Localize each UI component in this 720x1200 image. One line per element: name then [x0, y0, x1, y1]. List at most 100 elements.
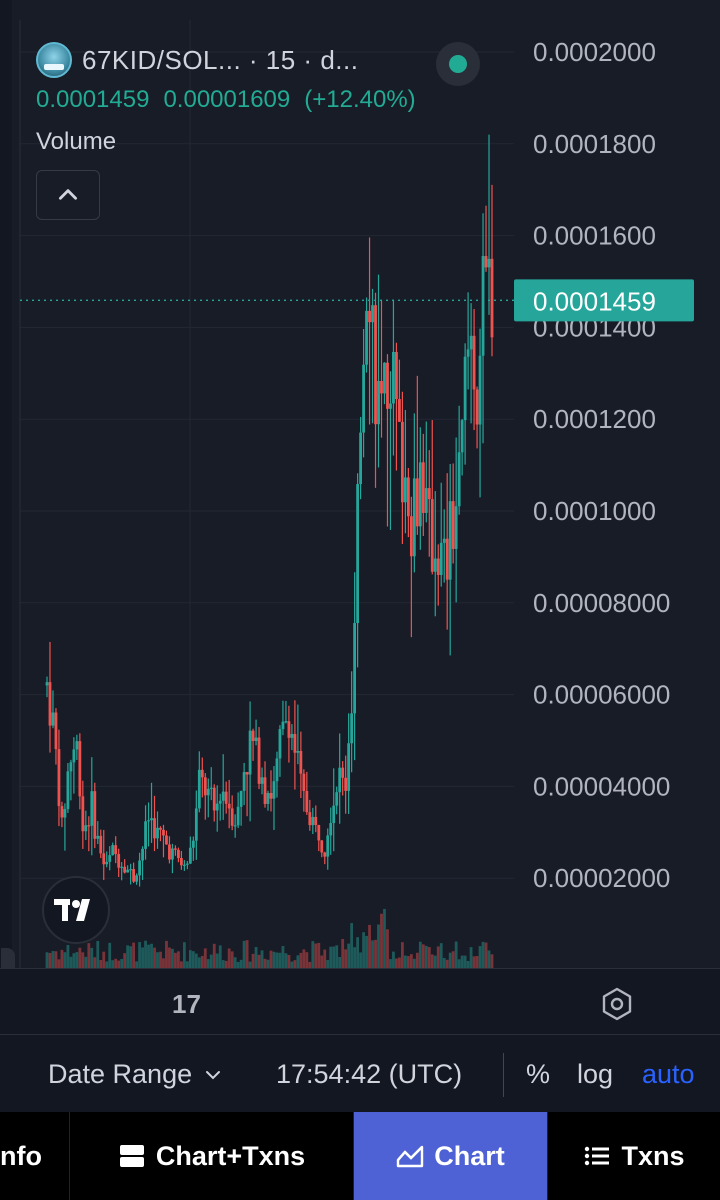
- candle-body: [338, 767, 342, 793]
- volume-bar: [117, 960, 121, 968]
- auto-scale-button[interactable]: auto: [642, 1059, 695, 1089]
- volume-bar: [108, 942, 112, 968]
- volume-bar: [99, 960, 103, 968]
- tradingview-logo-icon[interactable]: [42, 876, 110, 944]
- candle-body: [126, 869, 130, 873]
- candle-body: [374, 305, 377, 425]
- candle-body: [481, 256, 485, 356]
- candle-body: [60, 806, 64, 818]
- volume-bar: [272, 951, 276, 968]
- volume-bar: [60, 949, 64, 968]
- volume-bar: [81, 952, 85, 968]
- volume-bar: [254, 947, 258, 968]
- volume-bar: [427, 947, 431, 968]
- volume-bar: [398, 957, 401, 968]
- volume-bar: [433, 955, 437, 968]
- chart-canvas[interactable]: 0.00020000.00018000.00016000.00014000.00…: [0, 0, 720, 968]
- candle-body: [138, 860, 141, 876]
- volume-bar: [368, 924, 371, 968]
- volume-bar: [463, 955, 467, 968]
- volume-bar: [284, 953, 288, 968]
- volume-bar: [194, 953, 198, 968]
- candle-body: [212, 787, 216, 811]
- volume-bar: [159, 951, 162, 968]
- volume-bar: [224, 960, 228, 968]
- candle-body: [421, 462, 425, 513]
- volume-bar: [168, 947, 171, 968]
- volume-bar: [200, 955, 204, 968]
- candle-body: [472, 335, 476, 390]
- volume-bar: [374, 939, 377, 968]
- y-axis-tick-label: 0.00004000: [533, 771, 670, 801]
- candle-body: [460, 420, 464, 453]
- volume-bar: [179, 961, 183, 968]
- chevron-down-icon: [206, 1070, 221, 1079]
- price-chart[interactable]: 0.0002000 0.0001800 0.0001600 0.0001400 0.00…: [0, 0, 720, 968]
- log-scale-button[interactable]: log: [577, 1059, 614, 1089]
- candle-body: [329, 823, 333, 836]
- volume-bar: [212, 943, 216, 968]
- volume-bar: [383, 908, 386, 968]
- volume-bar: [409, 954, 413, 968]
- utc-clock[interactable]: 17:54:42 (UTC): [276, 1059, 463, 1089]
- tab-chart-txns[interactable]: Chart+Txns: [70, 1112, 354, 1200]
- candle-body: [159, 827, 162, 830]
- y-axis-tick-label: 0.00008000: [533, 588, 670, 618]
- candle-body: [150, 818, 153, 821]
- candle-body: [466, 349, 470, 357]
- candle-body: [108, 855, 112, 862]
- tab-txns[interactable]: Txns: [548, 1112, 720, 1200]
- volume-label[interactable]: Volume: [36, 128, 117, 155]
- list-icon: [585, 1146, 610, 1166]
- candle-body: [359, 432, 362, 485]
- candle-body: [48, 682, 52, 726]
- market-status-button[interactable]: [436, 42, 480, 86]
- candle-body: [296, 750, 300, 753]
- y-axis-tick-label: 0.0001000: [533, 496, 656, 526]
- symbol-label[interactable]: 67KID/SOL... · 15 · d...: [82, 44, 359, 75]
- volume-bar: [245, 940, 249, 968]
- volume-bar: [144, 940, 147, 968]
- candle-body: [165, 835, 168, 845]
- candle-body: [194, 808, 198, 841]
- volume-bar: [299, 952, 303, 968]
- candle-body: [132, 869, 136, 882]
- volume-bar: [248, 961, 252, 968]
- volume-bar: [326, 959, 330, 968]
- candle-body: [490, 258, 494, 338]
- candle-body: [197, 769, 201, 809]
- volume-bar: [209, 954, 213, 968]
- token-avatar-icon[interactable]: [36, 42, 72, 78]
- tab-info[interactable]: nfo: [0, 1112, 70, 1200]
- candle-body: [409, 516, 413, 557]
- date-range-button[interactable]: Date Range: [48, 1059, 222, 1090]
- candle-body: [153, 818, 156, 839]
- volume-bar: [401, 942, 404, 968]
- volume-bar: [188, 950, 192, 968]
- candle-body: [66, 771, 70, 810]
- volume-bar: [123, 953, 127, 968]
- volume-bar: [87, 943, 91, 968]
- volume-bar: [135, 961, 138, 968]
- candle-body: [341, 767, 345, 778]
- candle-body: [114, 845, 118, 855]
- candle-body: [51, 712, 55, 726]
- candle-body: [206, 788, 210, 796]
- candle-body: [57, 749, 61, 807]
- candle-body: [63, 809, 67, 818]
- settings-hexagon-icon[interactable]: [598, 985, 636, 1023]
- volume-bar: [153, 947, 156, 968]
- tab-chart[interactable]: Chart: [354, 1112, 548, 1200]
- time-axis[interactable]: 17: [0, 968, 720, 1034]
- candle-body: [317, 824, 321, 841]
- percent-scale-button[interactable]: %: [526, 1059, 551, 1089]
- candle-body: [182, 864, 186, 866]
- area-chart-icon: [397, 1145, 424, 1168]
- volume-bar: [48, 952, 52, 968]
- volume-bar: [174, 952, 177, 968]
- candle-body: [93, 791, 97, 839]
- chart-legend: 67KID/SOL... · 15 · d... 0.0001459 0.000…: [36, 40, 480, 220]
- volume-bar: [418, 941, 422, 968]
- volume-bar: [371, 940, 374, 968]
- collapse-legend-button[interactable]: [36, 170, 100, 220]
